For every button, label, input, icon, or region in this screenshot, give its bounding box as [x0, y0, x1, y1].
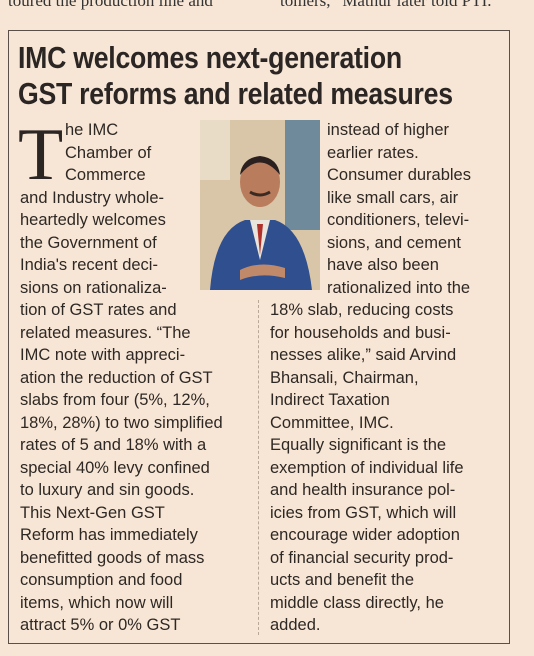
text-line: IMC note with appreci- — [20, 346, 186, 364]
drop-cap: T — [18, 114, 64, 196]
text-line: attract 5% or 0% GST — [20, 616, 181, 634]
text-line: the Government of — [20, 233, 157, 252]
text-line: rates of 5 and 18% with a — [20, 436, 207, 454]
top-fragment-right: tomers,” Mathur later told PTI. — [280, 0, 492, 10]
text-line: Consumer durables — [327, 166, 471, 184]
headline: GST reforms and related measures — [18, 76, 453, 111]
text-line: Indirect Taxation — [270, 391, 390, 409]
text-line: sions, and cement — [327, 233, 461, 252]
text-line: middle class directly, he — [270, 593, 444, 612]
text-line: of financial security prod- — [270, 548, 454, 567]
text-line: 18%, 28%) to two simplified — [20, 413, 223, 432]
text-line: items, which now will — [20, 593, 174, 612]
text-line: have also been — [327, 256, 439, 274]
text-line: benefitted goods of mass — [20, 548, 205, 567]
text-line: Equally significant is the — [270, 436, 447, 454]
column-rule — [258, 300, 259, 635]
text-line: instead of higher — [327, 121, 450, 139]
text-line: ation the reduction of GST — [20, 368, 213, 387]
text-line: added. — [270, 616, 321, 634]
text-line: Commerce — [65, 166, 146, 184]
text-line: and Industry whole- — [20, 188, 164, 207]
headline: IMC welcomes next-generation — [18, 40, 402, 75]
top-fragment-left: toured the production line and — [8, 0, 213, 10]
portrait-photo — [200, 120, 320, 290]
text-line: icies from GST, which will — [270, 503, 457, 522]
text-line: tion of GST rates and — [20, 301, 177, 319]
text-line: he IMC — [65, 121, 119, 139]
text-line: 18% slab, reducing costs — [270, 301, 454, 319]
text-line: Chamber of — [65, 143, 152, 162]
text-line: special 40% levy confined — [20, 458, 210, 477]
text-line: exemption of individual life — [270, 458, 464, 477]
text-line: Committee, IMC. — [270, 413, 394, 432]
text-line: slabs from four (5%, 12%, — [20, 391, 210, 409]
text-line: ucts and benefit the — [270, 571, 415, 589]
article-frame — [8, 30, 510, 644]
text-line: earlier rates. — [327, 143, 419, 162]
text-line: rationalized into the — [327, 278, 471, 297]
text-line: sions on rationaliza- — [20, 278, 167, 297]
text-line: like small cars, air — [327, 188, 459, 207]
text-line: to luxury and sin goods. — [20, 481, 195, 499]
text-line: conditioners, televi- — [327, 211, 470, 229]
text-line: Reform has immediately — [20, 526, 198, 544]
text-line: consumption and food — [20, 571, 183, 589]
text-line: Bhansali, Chairman, — [270, 368, 419, 387]
text-line: related measures. “The — [20, 323, 191, 342]
text-line: nesses alike,” said Arvind — [270, 346, 457, 364]
text-line: India's recent deci- — [20, 256, 158, 274]
text-line: heartedly welcomes — [20, 211, 166, 229]
text-line: for households and busi- — [270, 323, 451, 342]
text-line: This Next-Gen GST — [20, 503, 165, 522]
text-line: and health insurance pol- — [270, 481, 456, 499]
text-line: encourage wider adoption — [270, 526, 460, 544]
